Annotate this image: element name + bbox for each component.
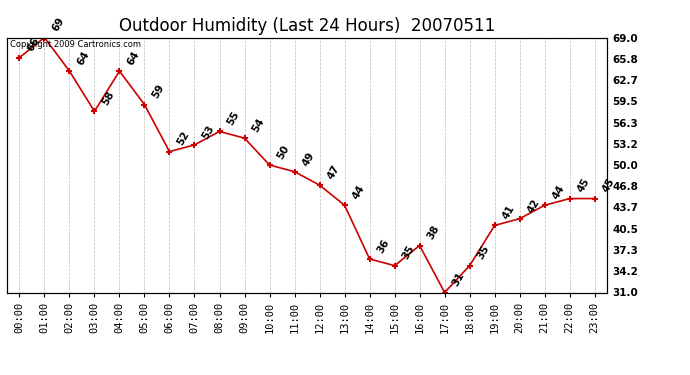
Text: Copyright 2009 Cartronics.com: Copyright 2009 Cartronics.com <box>10 40 141 49</box>
Text: 45: 45 <box>575 177 591 194</box>
Text: 35: 35 <box>475 244 491 261</box>
Text: 44: 44 <box>350 183 366 201</box>
Text: 55: 55 <box>225 110 241 127</box>
Text: 36: 36 <box>375 237 391 255</box>
Text: 38: 38 <box>425 224 441 242</box>
Text: 64: 64 <box>75 49 91 67</box>
Text: 49: 49 <box>300 150 316 168</box>
Text: 47: 47 <box>325 163 341 181</box>
Title: Outdoor Humidity (Last 24 Hours)  20070511: Outdoor Humidity (Last 24 Hours) 2007051… <box>119 16 495 34</box>
Text: 53: 53 <box>200 123 216 141</box>
Text: 35: 35 <box>400 244 416 261</box>
Text: 64: 64 <box>125 49 141 67</box>
Text: 42: 42 <box>525 197 541 214</box>
Text: 52: 52 <box>175 130 191 147</box>
Text: 45: 45 <box>600 177 616 194</box>
Text: 50: 50 <box>275 143 291 161</box>
Text: 44: 44 <box>550 183 566 201</box>
Text: 41: 41 <box>500 204 516 221</box>
Text: 54: 54 <box>250 116 266 134</box>
Text: 31: 31 <box>450 271 466 288</box>
Text: 69: 69 <box>50 16 66 33</box>
Text: 58: 58 <box>100 90 116 107</box>
Text: 66: 66 <box>25 36 41 54</box>
Text: 59: 59 <box>150 83 166 100</box>
